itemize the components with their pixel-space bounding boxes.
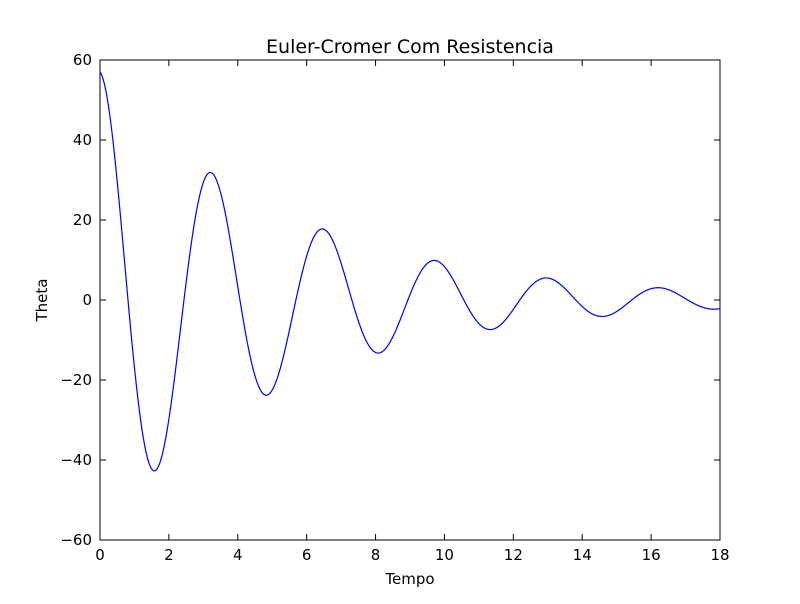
x-tick-label: 4 [233, 546, 243, 564]
x-tick-label: 2 [164, 546, 174, 564]
y-tick-label: 60 [73, 51, 92, 69]
x-tick-label: 6 [302, 546, 312, 564]
x-tick-label: 16 [642, 546, 661, 564]
plot-frame [99, 59, 721, 541]
x-tick-label: 14 [573, 546, 592, 564]
x-tick-label: 0 [95, 546, 105, 564]
y-tick-label: 40 [73, 131, 92, 149]
x-tick-label: 18 [710, 546, 729, 564]
y-tick-label: 0 [82, 291, 92, 309]
y-tick-label: −60 [60, 531, 92, 549]
series-line [99, 71, 721, 472]
chart-title: Euler-Cromer Com Resistencia [266, 36, 554, 58]
x-tick-label: 10 [435, 546, 454, 564]
plot-area: 0 2 4 6 8 10 12 14 16 18 −60 −40 −20 0 20 40 60 [60, 51, 729, 564]
x-tick-label: 8 [371, 546, 381, 564]
x-tick-label: 12 [504, 546, 523, 564]
y-tick-label: 20 [73, 211, 92, 229]
y-tick-label: −20 [60, 371, 92, 389]
y-axis-label: Theta [33, 279, 51, 323]
y-tick-label: −40 [60, 451, 92, 469]
x-axis-label: Tempo [384, 570, 434, 588]
